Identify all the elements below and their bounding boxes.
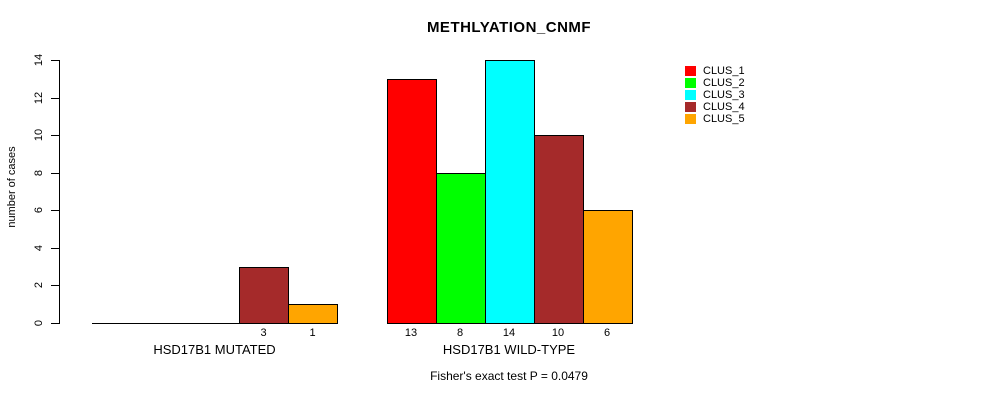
y-axis-tick bbox=[51, 97, 59, 99]
legend-swatch-CLUS_2 bbox=[685, 78, 696, 88]
legend-item-CLUS_3: CLUS_3 bbox=[685, 89, 745, 101]
y-tick-label-10: 10 bbox=[33, 129, 45, 142]
bar-value-label-CLUS_5: 1 bbox=[309, 327, 316, 339]
fisher-test-footnote: Fisher's exact test P = 0.0479 bbox=[430, 369, 588, 383]
legend-item-CLUS_4: CLUS_4 bbox=[685, 101, 745, 113]
y-axis-tick bbox=[51, 210, 59, 212]
y-axis-tick bbox=[51, 135, 59, 137]
legend-swatch-CLUS_4 bbox=[685, 102, 696, 112]
group-baseline bbox=[92, 323, 338, 324]
y-axis-tick bbox=[51, 285, 59, 287]
bar-CLUS_4 bbox=[533, 135, 584, 324]
bar-value-label-CLUS_5: 6 bbox=[603, 327, 611, 339]
bar-value-label-CLUS_4: 10 bbox=[551, 327, 565, 339]
y-tick-label-8: 8 bbox=[33, 169, 45, 176]
y-axis-line bbox=[59, 60, 60, 324]
legend-label-CLUS_5: CLUS_5 bbox=[703, 113, 745, 125]
legend-label-CLUS_2: CLUS_2 bbox=[703, 77, 745, 89]
legend-item-CLUS_2: CLUS_2 bbox=[685, 77, 745, 89]
y-tick-label-4: 4 bbox=[33, 244, 45, 251]
y-tick-label-2: 2 bbox=[33, 282, 45, 289]
y-axis-tick bbox=[51, 247, 59, 249]
legend-label-CLUS_4: CLUS_4 bbox=[703, 101, 745, 113]
y-axis-tick bbox=[51, 60, 59, 61]
chart-title: METHLYATION_CNMF bbox=[426, 19, 592, 36]
group-label: HSD17B1 WILD-TYPE bbox=[442, 342, 576, 357]
bar-value-label-CLUS_2: 8 bbox=[456, 327, 464, 339]
legend-swatch-CLUS_5 bbox=[685, 114, 696, 124]
bar-value-label-CLUS_4: 3 bbox=[260, 327, 267, 339]
y-axis-tick bbox=[51, 323, 59, 324]
y-tick-label-0: 0 bbox=[33, 319, 45, 327]
legend: CLUS_1 CLUS_2 CLUS_3 CLUS_4 CLUS_5 bbox=[685, 65, 745, 125]
y-axis-label: number of cases bbox=[6, 146, 18, 228]
y-tick-label-6: 6 bbox=[33, 207, 45, 214]
y-tick-label-12: 12 bbox=[33, 91, 45, 104]
bar-CLUS_1 bbox=[386, 78, 437, 324]
bar-CLUS_2 bbox=[435, 172, 486, 324]
legend-item-CLUS_1: CLUS_1 bbox=[685, 65, 745, 77]
legend-label-CLUS_1: CLUS_1 bbox=[703, 65, 745, 77]
bar-CLUS_4 bbox=[239, 266, 289, 324]
legend-swatch-CLUS_3 bbox=[685, 90, 696, 100]
y-axis-tick bbox=[51, 172, 59, 174]
legend-label-CLUS_3: CLUS_3 bbox=[703, 89, 745, 101]
bar-CLUS_5 bbox=[582, 210, 633, 324]
bar-CLUS_3 bbox=[484, 60, 535, 324]
bar-value-label-CLUS_3: 14 bbox=[502, 327, 516, 339]
bar-CLUS_5 bbox=[288, 304, 338, 324]
legend-swatch-CLUS_1 bbox=[685, 66, 696, 76]
legend-item-CLUS_5: CLUS_5 bbox=[685, 113, 745, 125]
group-label: HSD17B1 MUTATED bbox=[153, 342, 276, 357]
bar-value-label-CLUS_1: 13 bbox=[404, 327, 418, 339]
y-tick-label-14: 14 bbox=[33, 53, 45, 67]
